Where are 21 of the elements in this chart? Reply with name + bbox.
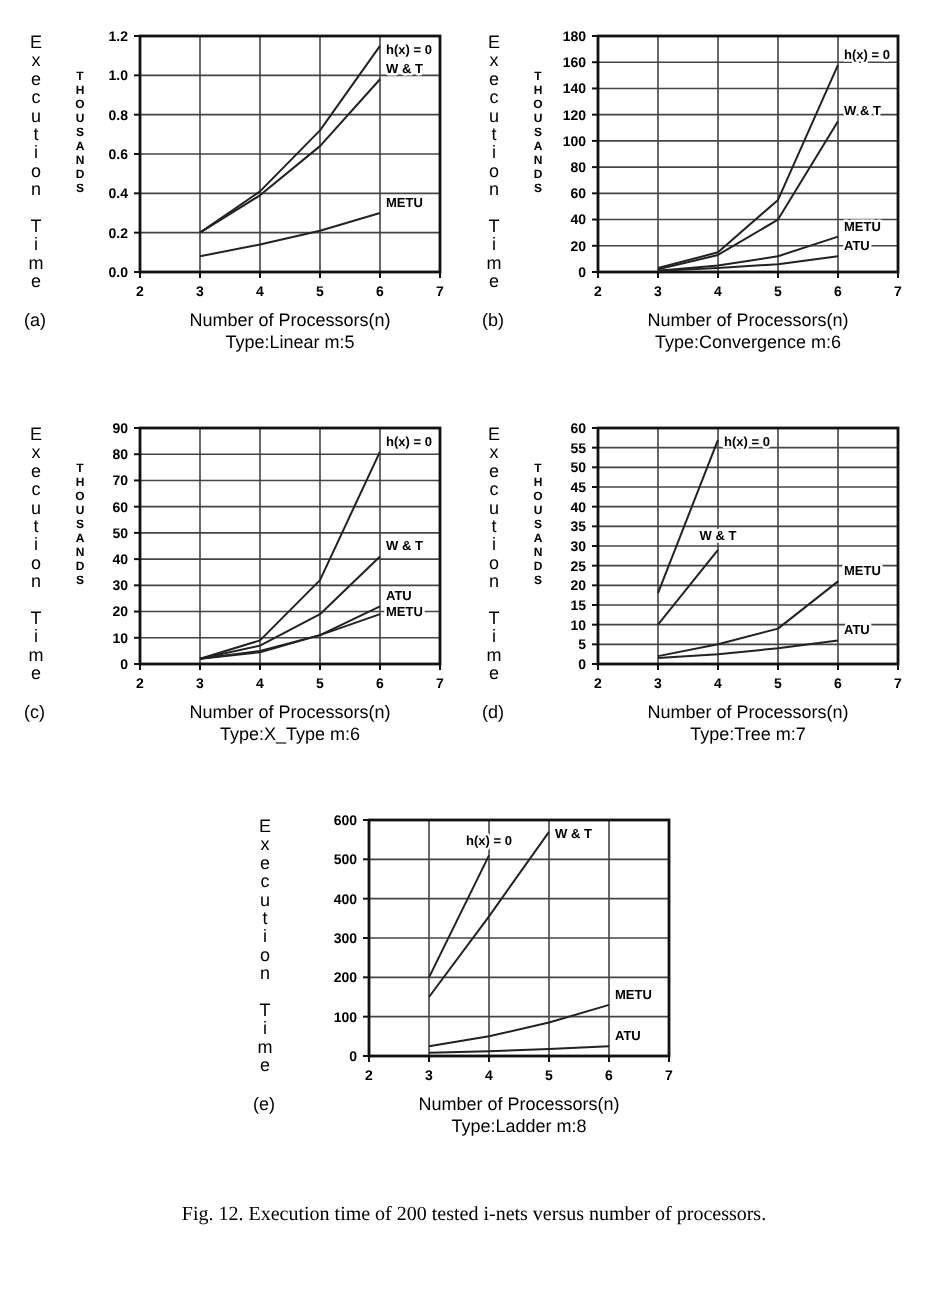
x-axis-title: Number of Processors(n) [418, 1094, 620, 1114]
text: (c) [24, 702, 45, 722]
text: Type:Ladder m:8 [451, 1116, 587, 1136]
text: Execution Time [486, 424, 502, 684]
text: Type:Tree m:7 [690, 724, 806, 744]
text: Type:Convergence m:6 [654, 332, 842, 352]
text: Execution Time [28, 424, 44, 684]
text: (a) [24, 310, 46, 330]
text: Type:Linear m:5 [225, 332, 355, 352]
text: Type:X_Type m:6 [219, 724, 361, 744]
text: Execution Time [486, 32, 502, 292]
x-axis-title: Number of Processors(n) [647, 310, 849, 330]
text: Execution Time [257, 816, 273, 1076]
x-axis-title: Number of Processors(n) [189, 310, 391, 330]
text: (b) [482, 310, 504, 330]
x-axis-title: Number of Processors(n) [189, 702, 391, 722]
x-axis-title: Number of Processors(n) [647, 702, 849, 722]
text: Execution Time [28, 32, 44, 292]
text: Fig. 12. Execution time of 200 tested i-nets versus number of processors. [181, 1204, 767, 1226]
text: (e) [253, 1094, 275, 1114]
text: (d) [482, 702, 504, 722]
